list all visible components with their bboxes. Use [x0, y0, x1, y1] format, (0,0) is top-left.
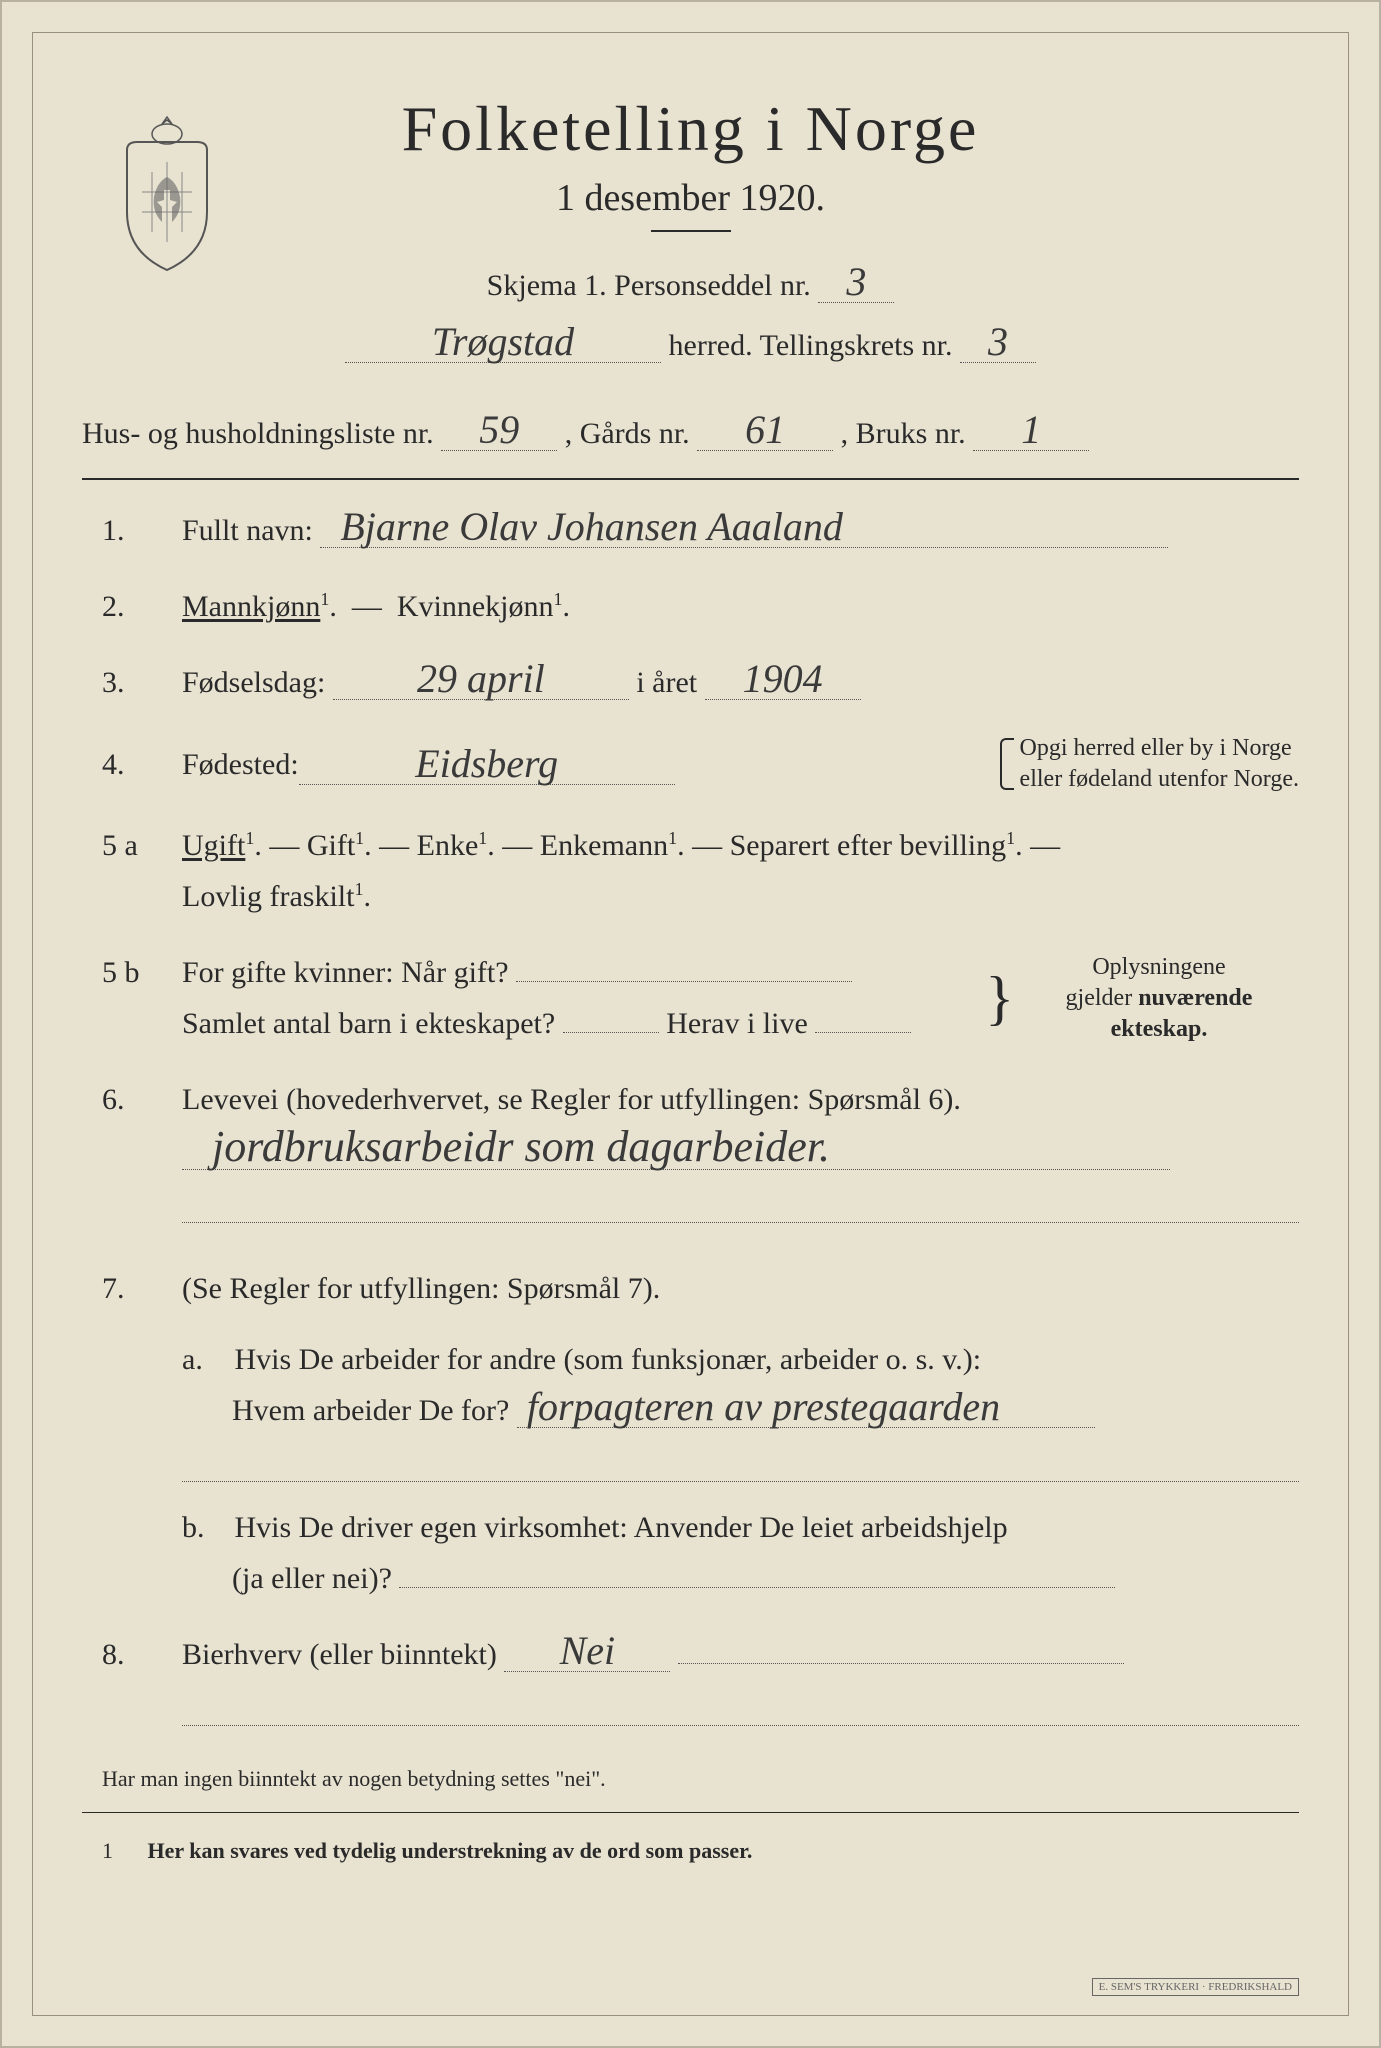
list-nr: 59	[441, 410, 557, 451]
q7b-num: b.	[182, 1502, 227, 1553]
q6-blank-line	[182, 1192, 1299, 1223]
q1-num: 1.	[82, 514, 182, 548]
tellingskrets-nr: 3	[960, 322, 1036, 363]
q1-value: Bjarne Olav Johansen Aaaland	[320, 507, 1168, 548]
q3-label: Fødselsdag:	[182, 666, 325, 699]
coat-of-arms-icon	[112, 112, 222, 272]
q2: 2. Mannkjønn1. — Kvinnekjønn1.	[82, 581, 1299, 632]
personseddel-nr: 3	[818, 262, 894, 303]
q7a-l1: Hvis De arbeider for andre (som funksjon…	[235, 1343, 982, 1376]
q3-num: 3.	[82, 666, 182, 700]
q5a-separert: Separert efter bevilling	[730, 829, 1007, 862]
q5b-l2a: Samlet antal barn i ekteskapet?	[182, 1007, 555, 1040]
q5b-barn-fill	[563, 1032, 659, 1033]
q5b-note-bold: nuværende	[1138, 985, 1252, 1011]
q7: 7. (Se Regler for utfyllingen: Spørsmål …	[82, 1263, 1299, 1604]
footnote-separator	[82, 1812, 1299, 1813]
footnote-1: Har man ingen biinntekt av nogen betydni…	[82, 1766, 1299, 1792]
q4-note: Opgi herred eller by i Norge eller fødel…	[1000, 733, 1299, 795]
q5a-num: 5 a	[82, 829, 182, 863]
herred-label: herred. Tellingskrets nr.	[669, 329, 953, 362]
q1-label: Fullt navn:	[182, 514, 313, 547]
q8-fill	[678, 1663, 1124, 1664]
q5b-note-l3: ekteskap.	[1111, 1016, 1208, 1042]
skjema-line: Skjema 1. Personseddel nr. 3	[82, 262, 1299, 310]
q5a: 5 a Ugift1. — Gift1. — Enke1. — Enkemann…	[82, 820, 1299, 922]
q6-num: 6.	[82, 1083, 182, 1117]
q3-day: 29 april	[333, 659, 629, 700]
q7a-l2: Hvem arbeider De for?	[232, 1394, 509, 1427]
q2-sup1: 1	[320, 589, 329, 609]
q5a-fraskilt: Lovlig fraskilt	[182, 880, 354, 913]
q4-note-l1: Opgi herred eller by i Norge	[1020, 735, 1292, 761]
printer-mark: E. SEM'S TRYKKERI · FREDRIKSHALD	[1092, 1978, 1299, 1996]
list-line: Hus- og husholdningsliste nr. 59 , Gårds…	[82, 410, 1299, 458]
q5a-gift: Gift	[307, 829, 355, 862]
q7a-value: forpagteren av prestegaarden	[517, 1387, 1095, 1428]
q4-label: Fødested:	[182, 739, 299, 790]
q4-note-l2: eller fødeland utenfor Norge.	[1020, 766, 1299, 792]
bruks-nr: 1	[973, 410, 1089, 451]
q6: 6. Levevei (hovederhvervet, se Regler fo…	[82, 1074, 1299, 1238]
q2-kvinne: Kvinnekjønn	[397, 590, 554, 623]
q5b-note-l1: Oplysningene	[1092, 954, 1225, 980]
census-form-page: Folketelling i Norge 1 desember 1920. Sk…	[0, 0, 1381, 2048]
q6-value: jordbruksarbeidr som dagarbeider.	[182, 1125, 1170, 1170]
brace-icon: }	[985, 983, 1014, 1013]
q7b-l1: Hvis De driver egen virksomhet: Anvender…	[235, 1511, 1008, 1544]
q5b-live-fill	[815, 1032, 911, 1033]
divider-line	[82, 478, 1299, 480]
q1: 1. Fullt navn: Bjarne Olav Johansen Aaal…	[82, 505, 1299, 556]
q8-label: Bierhverv (eller biinntekt)	[182, 1638, 497, 1671]
footnote-2: 1 Her kan svares ved tydelig understrekn…	[82, 1838, 1299, 1864]
q7a-blank-line	[182, 1451, 1299, 1482]
q5b-note-l2: gjelder	[1066, 985, 1133, 1011]
q2-mann: Mannkjønn	[182, 590, 320, 623]
q8: 8. Bierhverv (eller biinntekt) Nei	[82, 1629, 1299, 1741]
q5b-l2b: Herav i live	[666, 1007, 808, 1040]
q5b-note: Oplysningene gjelder nuværende ekteskap.	[1019, 952, 1299, 1046]
q8-blank-line	[182, 1695, 1299, 1726]
q4-num: 4.	[82, 748, 182, 782]
q2-num: 2.	[82, 590, 182, 624]
q5b-gift-fill	[516, 981, 852, 982]
skjema-label: Skjema 1. Personseddel nr.	[487, 269, 811, 302]
q7a-num: a.	[182, 1334, 227, 1385]
q4: 4. Fødested: Eidsberg Opgi herred eller …	[82, 733, 1299, 795]
q7b-fill	[399, 1587, 1115, 1588]
q8-num: 8.	[82, 1638, 182, 1672]
header: Folketelling i Norge 1 desember 1920. Sk…	[82, 92, 1299, 370]
herred-value: Trøgstad	[345, 322, 661, 363]
herred-line: Trøgstad herred. Tellingskrets nr. 3	[82, 322, 1299, 370]
q5b-num: 5 b	[82, 956, 182, 990]
q7-label: (Se Regler for utfyllingen: Spørsmål 7).	[182, 1272, 660, 1305]
list-prefix: Hus- og husholdningsliste nr.	[82, 417, 434, 450]
footnote-2-num: 1	[102, 1838, 142, 1864]
page-subtitle: 1 desember 1920.	[82, 176, 1299, 220]
q4-value: Eidsberg	[299, 744, 675, 785]
q5b: 5 b For gifte kvinner: Når gift? Samlet …	[82, 947, 1299, 1049]
q3-year-label: i året	[636, 666, 697, 699]
gards-nr: 61	[697, 410, 833, 451]
q5a-ugift: Ugift	[182, 829, 245, 862]
bruks-label: , Bruks nr.	[841, 417, 966, 450]
q7-num: 7.	[82, 1272, 182, 1306]
q7b-l2: (ja eller nei)?	[232, 1562, 392, 1595]
gards-label: , Gårds nr.	[565, 417, 690, 450]
q5a-enke: Enke	[417, 829, 479, 862]
q5b-l1: For gifte kvinner: Når gift?	[182, 956, 509, 989]
q6-label: Levevei (hovederhvervet, se Regler for u…	[182, 1083, 961, 1116]
q5a-enkemann: Enkemann	[540, 829, 668, 862]
q8-value: Nei	[504, 1631, 670, 1672]
q3-year: 1904	[705, 659, 861, 700]
q2-sup2: 1	[553, 589, 562, 609]
divider	[651, 230, 731, 232]
page-title: Folketelling i Norge	[82, 92, 1299, 166]
footnote-2-text: Her kan svares ved tydelig understreknin…	[148, 1838, 753, 1863]
q3: 3. Fødselsdag: 29 april i året 1904	[82, 657, 1299, 708]
